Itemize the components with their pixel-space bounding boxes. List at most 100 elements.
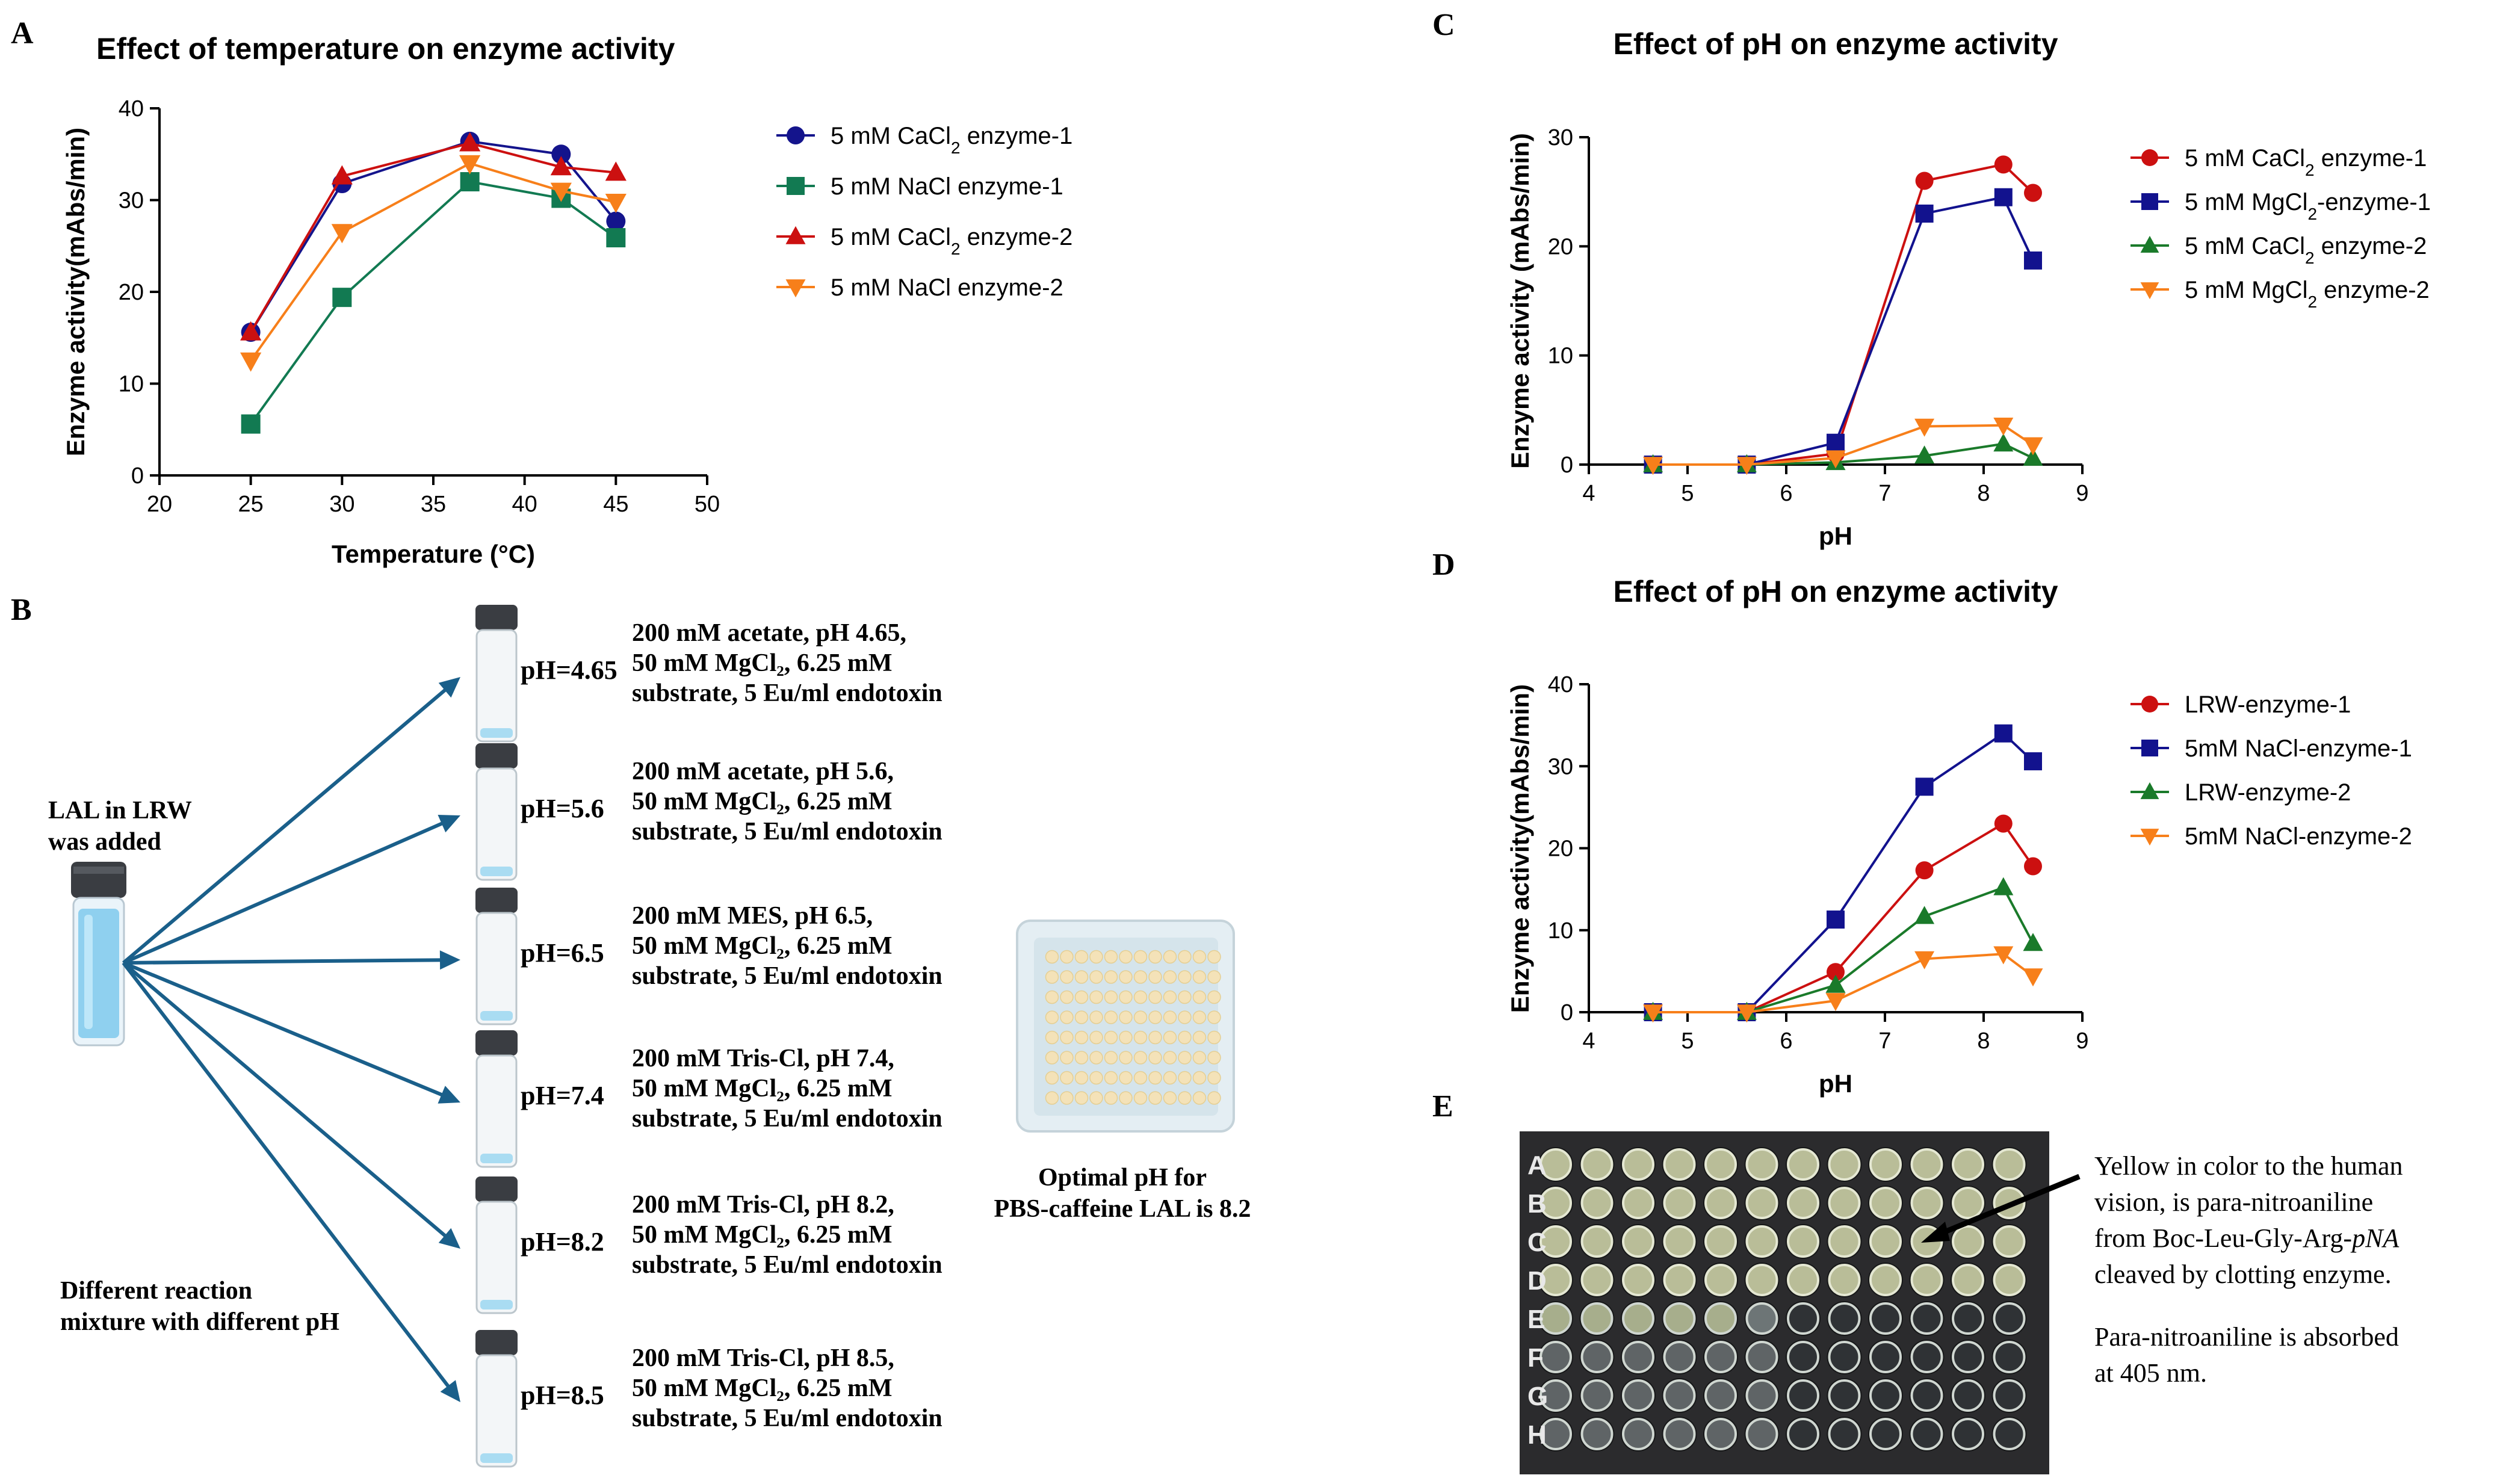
plate-well: [1104, 950, 1118, 964]
tube-liquid: [480, 1300, 513, 1309]
y-tick-label: 0: [131, 463, 144, 489]
plate-well: [1119, 1071, 1133, 1085]
x-tick-label: 7: [1878, 481, 1891, 506]
series-line-1: [250, 180, 617, 425]
plate-well: [1104, 1030, 1118, 1045]
note2-line2: at 405 nm.: [2094, 1358, 2207, 1388]
tube-cap: [475, 1330, 518, 1355]
tube-cap: [475, 743, 518, 768]
photo-well: [1910, 1264, 1943, 1296]
tube-arrow-2: [123, 958, 447, 965]
photo-row-label: G: [1527, 1382, 1548, 1411]
photo-well: [1580, 1341, 1614, 1373]
panel-b-diagram: LAL in LRW was added Different reaction …: [48, 605, 1251, 1468]
data-point: [605, 193, 627, 213]
plate-well: [1089, 970, 1103, 984]
plate-well: [1060, 1010, 1074, 1024]
x-tick-label: 35: [421, 492, 446, 517]
plate-well: [1104, 1071, 1118, 1085]
photo-well: [1910, 1418, 1943, 1450]
photo-well: [1663, 1148, 1696, 1181]
plate-well: [1119, 970, 1133, 984]
legend-label-3: 5 mM MgCl2 enzyme-2: [2185, 277, 2430, 311]
photo-row-label: E: [1527, 1305, 1545, 1334]
tube-body: [475, 629, 518, 743]
legend-label-0: 5 mM CaCl2 enzyme-1: [831, 123, 1072, 157]
photo-well: [1787, 1148, 1819, 1181]
photo-well: [1663, 1302, 1696, 1335]
photo-row-label: F: [1527, 1343, 1544, 1373]
photo-well: [1745, 1148, 1778, 1181]
plate-well: [1178, 1091, 1192, 1105]
plate-well: [1178, 1071, 1192, 1085]
y-tick-label: 0: [1561, 453, 1573, 478]
plate-well: [1207, 970, 1221, 984]
tube-body: [475, 1054, 518, 1168]
plate-well: [1148, 1091, 1162, 1105]
plate-well: [1178, 990, 1192, 1004]
tube-arrow-head-0: [438, 677, 460, 698]
source-vial: [71, 862, 126, 1047]
plate-well: [1119, 990, 1133, 1004]
plate-well: [1119, 1051, 1133, 1065]
plate-well: [1163, 1091, 1177, 1105]
data-point: [1994, 814, 2013, 833]
tube-ph-label: pH=8.5: [521, 1380, 604, 1410]
data-point: [1643, 1004, 1663, 1023]
legend-label-0: 5 mM CaCl2 enzyme-1: [2185, 145, 2427, 179]
photo-well: [1828, 1341, 1861, 1373]
panel-letter-a: A: [11, 16, 34, 51]
legend-label-3: 5 mM NaCl enzyme-2: [831, 274, 1063, 301]
plate-well: [1060, 950, 1074, 964]
photo-well: [1869, 1187, 1902, 1219]
legend-label-2: LRW-enzyme-2: [2185, 779, 2351, 806]
photo-well: [1910, 1341, 1943, 1373]
data-point: [241, 414, 261, 434]
plate-well: [1089, 990, 1103, 1004]
plate-well: [1104, 970, 1118, 984]
optimal-label-line1: Optimal pH for: [1038, 1164, 1207, 1192]
data-point: [240, 321, 262, 341]
photo-well: [1622, 1341, 1654, 1373]
photo-well: [1869, 1341, 1902, 1373]
legend-marker-0: [2141, 149, 2158, 166]
x-tick-label: 20: [147, 492, 172, 517]
tube-buffer-line3: substrate, 5 Eu/ml endotoxin: [632, 818, 942, 846]
data-point: [1827, 433, 1845, 452]
legend-marker-0: [787, 126, 805, 144]
note-line1: Yellow in color to the human: [2094, 1151, 2403, 1181]
panel-letter-d: D: [1432, 548, 1455, 582]
data-point: [2024, 184, 2042, 202]
photo-well: [1663, 1225, 1696, 1258]
data-point: [551, 144, 571, 164]
y-tick-label: 10: [119, 372, 144, 397]
data-point: [1914, 418, 1935, 437]
photo-well: [1828, 1264, 1861, 1296]
tube-buffer-line2: 50 mM MgCl₂, 6.25 mM: [632, 788, 893, 815]
tube-arrow-1: [122, 819, 448, 965]
tube-cap: [475, 1030, 518, 1056]
photo-well: [1663, 1264, 1696, 1296]
legend-marker-2: [2140, 235, 2159, 253]
y-tick-label: 40: [1548, 672, 1573, 697]
tube-liquid: [480, 867, 513, 876]
tube-buffer-line1: 200 mM Tris-Cl, pH 8.2,: [632, 1191, 894, 1219]
photo-well: [1952, 1302, 1984, 1335]
x-tick-label: 50: [695, 492, 720, 517]
plate-well: [1045, 1071, 1059, 1085]
legend-marker-0: [2141, 696, 2158, 713]
plate-well: [1192, 950, 1207, 964]
tube-buffer-line1: 200 mM acetate, pH 4.65,: [632, 619, 906, 647]
photo-well: [1622, 1379, 1654, 1412]
tube-buffer-line1: 200 mM Tris-Cl, pH 7.4,: [632, 1045, 894, 1072]
plate-well: [1060, 1030, 1074, 1045]
plate-well: [1119, 1091, 1133, 1105]
data-point: [459, 155, 481, 175]
plate-well: [1060, 970, 1074, 984]
plate-well: [1178, 970, 1192, 984]
plate-well: [1133, 1010, 1148, 1024]
photo-well: [1952, 1187, 1984, 1219]
legend-marker-1: [2141, 193, 2158, 210]
data-point: [460, 172, 480, 191]
